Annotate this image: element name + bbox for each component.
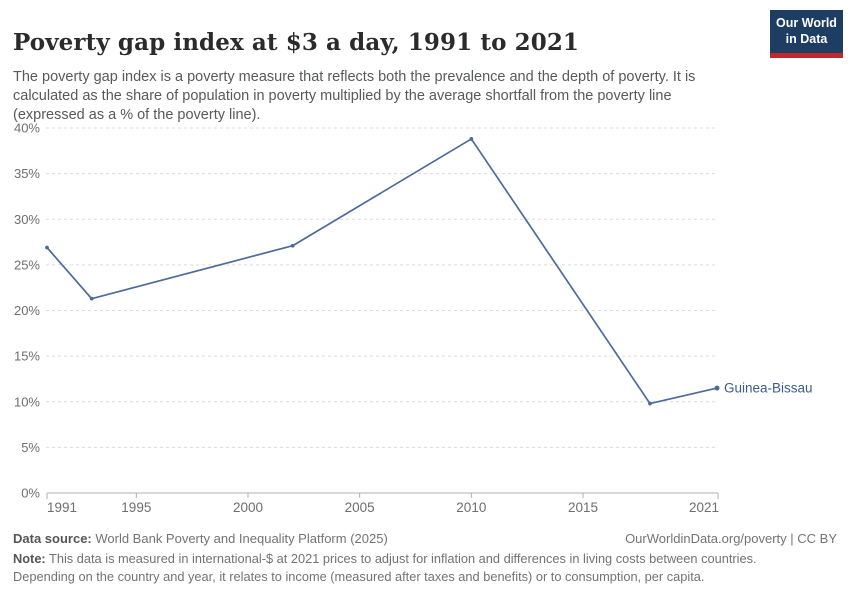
y-tick-label-25: 25% [14,257,40,272]
x-tick-label-1991: 1991 [47,500,77,515]
line-chart: 0% 5% 10% 15% 20% 25% 30% 35% 40% 1991 1995 2000 200… [0,113,850,516]
owid-logo[interactable]: Our World in Data [770,10,843,58]
y-tick-label-5: 5% [21,440,40,455]
y-tick-label-30: 30% [14,212,40,227]
y-tick-label-35: 35% [14,166,40,181]
y-tick-label-10: 10% [14,394,40,409]
y-tick-label-40: 40% [14,121,40,136]
chart-footer: Data source: World Bank Poverty and Ineq… [13,531,837,585]
series-end-label[interactable]: Guinea-Bissau [724,381,813,396]
data-point-2002[interactable] [290,243,295,248]
data-point-2021[interactable] [714,385,720,391]
rights-link[interactable]: OurWorldinData.org/poverty | CC BY [625,531,837,546]
x-tick-label-2005: 2005 [345,500,375,515]
data-point-1993[interactable] [89,296,94,301]
page-title: Poverty gap index at $3 a day, 1991 to 2… [13,29,580,57]
x-tick-label-2021: 2021 [689,500,719,515]
chart-note: Note: This data is measured in internati… [13,551,757,584]
data-point-2010[interactable] [469,137,474,141]
data-point-2018[interactable] [648,401,652,406]
chart-subtitle: The poverty gap index is a poverty measu… [13,68,696,124]
x-tick-label-1995: 1995 [121,500,151,515]
x-tick-label-2010: 2010 [456,500,486,515]
chart-canvas: 0% 5% 10% 15% 20% 25% 30% 35% 40% 1991 1995 2000 200… [14,121,813,516]
y-tick-label-0: 0% [21,486,40,501]
data-source: Data source: World Bank Poverty and Ineq… [13,531,388,546]
y-tick-label-15: 15% [14,349,40,364]
x-tick-label-2000: 2000 [233,500,263,515]
data-point-1991[interactable] [45,245,49,250]
x-tick-label-2015: 2015 [568,500,598,515]
owid-logo-text: Our World in Data [776,15,837,46]
y-tick-label-20: 20% [14,303,40,318]
series-line-guinea-bissau[interactable] [46,138,718,405]
